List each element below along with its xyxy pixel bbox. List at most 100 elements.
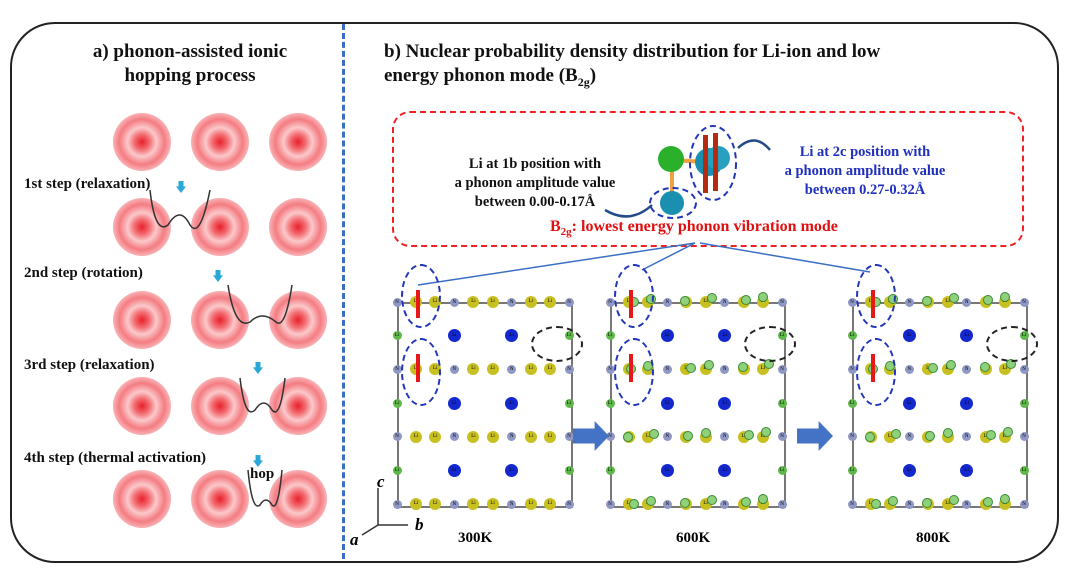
lithium-density-blob: [999, 494, 1010, 504]
panel-b-title: b) Nuclear probability density distribut…: [384, 40, 1054, 94]
ion-site: [269, 377, 327, 435]
highlight-ellipse: [744, 326, 796, 362]
hop-label: hop: [250, 466, 275, 482]
down-arrow-icon: [253, 455, 263, 467]
lithium-atom: Li: [902, 396, 916, 410]
axis-label-a: a: [350, 530, 359, 549]
nitrogen-atom: N: [507, 499, 517, 509]
lithium-atom: Li: [605, 398, 615, 408]
down-arrow-icon: [213, 270, 223, 282]
nitrogen-atom: N: [662, 432, 672, 442]
lithium-atom: Li: [524, 498, 537, 510]
title-line: b) Nuclear probability density distribut…: [384, 41, 881, 62]
nitrogen-atom: N: [777, 432, 787, 442]
title-line: a) phonon-assisted ionic: [92, 41, 288, 62]
lithium-density-blob: [982, 497, 993, 507]
note-line: between 0.27-0.32Å: [804, 182, 926, 198]
lithium-atom: Li: [543, 296, 556, 308]
step-3-label: 3rd step (relaxation): [24, 357, 155, 373]
nitrogen-atom: N: [449, 499, 459, 509]
note-line: a phonon amplitude value: [454, 175, 616, 191]
panel-a-title: a) phonon-assisted ionic hopping process: [60, 40, 320, 88]
lithium-density-blob: [680, 498, 691, 508]
vibration-arrow-icon: [629, 354, 633, 382]
lithium-atom: Li: [718, 396, 732, 410]
lithium-density-blob: [891, 428, 902, 439]
nitrogen-atom: N: [449, 297, 459, 307]
nitrogen-atom: N: [904, 364, 914, 374]
lithium-atom: Li: [392, 465, 402, 475]
lithium-atom: Li: [902, 463, 916, 477]
lithium-atom: Li: [718, 463, 732, 477]
vibration-arrow-icon: [629, 290, 633, 318]
lithium-density-blob: [680, 296, 691, 306]
lithium-density-blob: [942, 427, 953, 438]
lithium-atom: Li: [902, 329, 916, 343]
mode-text: B: [550, 218, 561, 235]
nitrogen-atom: N: [507, 432, 517, 442]
nitrogen-atom: N: [720, 499, 730, 509]
lithium-density-blob: [646, 496, 657, 506]
nitrogen-atom: N: [962, 499, 972, 509]
lithium-density-blob: [985, 429, 996, 440]
lithium-atom: Li: [660, 463, 674, 477]
lithium-atom: Li: [392, 331, 402, 341]
lithium-atom: Li: [486, 430, 499, 443]
nitrogen-atom: N: [564, 499, 574, 509]
lithium-atom: Li: [486, 498, 499, 510]
title-line: hopping process: [124, 65, 256, 86]
lithium-atom: Li: [467, 498, 480, 510]
nitrogen-atom: N: [720, 432, 730, 442]
lithium-atom: Li: [486, 296, 499, 308]
note-line: between 0.00-0.17Å: [474, 194, 596, 210]
lithium-atom: Li: [392, 398, 402, 408]
lithium-atom: Li: [543, 363, 556, 376]
ion-site: [269, 198, 327, 256]
lithium-atom: Li: [524, 296, 537, 308]
highlight-ellipse: [401, 264, 441, 328]
lithium-atom: Li: [524, 363, 537, 376]
lithium-atom: Li: [543, 430, 556, 443]
nitrogen-atom: N: [449, 364, 459, 374]
lithium-atom: Li: [467, 430, 480, 443]
ion-site: [269, 291, 327, 349]
lithium-density-blob: [865, 431, 876, 442]
nitrogen-atom: N: [847, 364, 857, 374]
down-arrow-icon: [176, 181, 186, 193]
lithium-density-blob: [757, 292, 768, 302]
lithium-density-blob: [922, 498, 933, 508]
mode-subscript: 2g: [560, 226, 572, 239]
potential-wells: [149, 189, 293, 507]
lithium-density-blob: [740, 295, 751, 305]
axis-label-b: b: [415, 515, 424, 534]
ion-site: [113, 291, 171, 349]
nitrogen-atom: N: [847, 432, 857, 442]
lithium-atom: Li: [429, 430, 442, 443]
axis-label-c: c: [377, 472, 385, 491]
lithium-atom: Li: [447, 396, 461, 410]
title-line: energy phonon mode (B2g): [384, 64, 1054, 94]
lithium-density-blob: [948, 495, 959, 505]
nitrogen-atom: N: [777, 364, 787, 374]
lithium-atom: Li: [564, 465, 574, 475]
nitrogen-atom: N: [962, 364, 972, 374]
note-line: a phonon amplitude value: [784, 163, 946, 179]
lithium-atom: Li: [543, 498, 556, 510]
nitrogen-atom: N: [847, 499, 857, 509]
step-1-label: 1st step (relaxation): [24, 176, 151, 192]
lithium-density-blob: [706, 495, 717, 505]
nitrogen-atom: N: [777, 499, 787, 509]
lithium-density-blob: [871, 499, 882, 509]
lithium-density-blob: [629, 499, 640, 509]
lithium-atom: Li: [486, 363, 499, 376]
ion-site: [113, 113, 171, 171]
highlight-ellipse: [986, 326, 1038, 362]
nitrogen-atom: N: [662, 364, 672, 374]
nitrogen-atom: N: [507, 297, 517, 307]
vibration-arrow-icon: [416, 354, 420, 382]
lithium-density-blob: [1002, 426, 1013, 437]
highlight-ellipse: [856, 264, 896, 328]
vibration-arrow-icon: [416, 290, 420, 318]
lithium-atom: Li: [660, 329, 674, 343]
nitrogen-atom: N: [605, 297, 615, 307]
